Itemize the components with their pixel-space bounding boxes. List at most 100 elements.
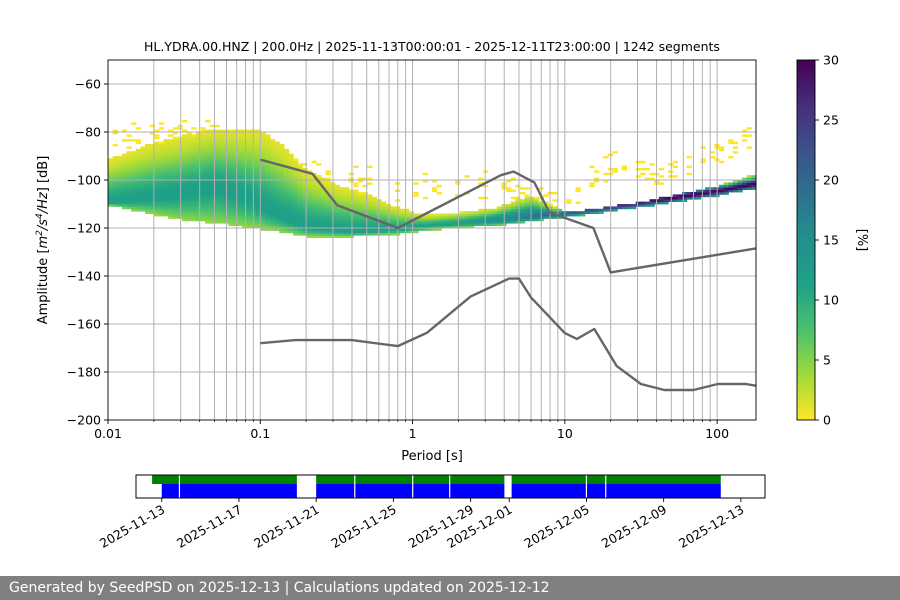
psd-density-cell [256,223,262,226]
psd-density-cell [339,187,345,190]
psd-density-cell [126,194,132,198]
psd-density-cell [205,175,211,178]
psd-density-cell [108,187,114,190]
psd-density-cell [195,208,202,212]
psd-density-cell [270,153,276,157]
psd-density-cell [293,211,299,214]
psd-density-cell [575,211,581,214]
psd-density-cell [205,189,211,193]
psd-density-cell [214,136,220,140]
psd-density-cell [251,134,257,138]
psd-density-cell [529,211,535,214]
psd-density-cell [353,228,359,231]
psd-density-cell [177,177,183,181]
psd-density-cell [399,218,405,222]
psd-density-cell [251,175,257,178]
psd-density-cell [404,211,410,214]
psd-density-cell [126,199,132,202]
y-axis: −60−80−100−120−140−160−180−200 [67,77,108,428]
psd-density-cell [459,220,465,224]
psd-density-cell [154,184,160,188]
psd-density-cell [649,204,655,207]
psd-density-cell [131,177,137,181]
psd-density-cell [131,182,137,186]
psd-density-cell [200,187,206,190]
psd-density-cell [422,196,428,200]
psd-density-cell [307,223,313,226]
psd-density-cell [455,194,461,197]
psd-density-cell [242,168,248,171]
timeline-date-label: 2025-12-13 [676,502,746,551]
psd-density-cell [195,158,202,162]
psd-density-cell [464,175,470,178]
psd-density-cell [246,153,253,157]
psd-density-cell [742,129,748,132]
psd-density-cell [149,163,155,166]
psd-density-cell [728,184,734,188]
psd-density-cell [270,158,276,162]
psd-density-cell [529,208,535,212]
psd-density-cell [237,199,243,202]
psd-density-cell [149,168,155,171]
psd-density-cell [436,218,442,222]
psd-density-cell [228,172,234,176]
psd-density-cell [200,211,206,214]
psd-density-cell [742,184,748,188]
psd-density-cell [126,172,132,176]
psd-density-cell [283,182,290,186]
psd-density-cell [121,156,128,159]
psd-density-cell [108,192,114,195]
psd-density-cell [131,139,137,142]
psd-density-cell [182,170,188,174]
psd-density-cell [135,208,141,212]
psd-density-cell [242,189,248,193]
psd-density-cell [265,168,271,171]
psd-density-cell [228,146,234,150]
psd-density-cell [288,160,294,164]
psd-density-cell [293,187,299,190]
psd-density-cell [344,223,350,226]
psd-density-cell [519,213,526,217]
psd-density-cell [209,146,216,150]
psd-density-cell [288,218,294,222]
psd-density-cell [640,204,646,207]
psd-density-cell [163,153,169,157]
psd-density-cell [172,146,179,150]
psd-density-cell [288,170,294,174]
psd-density-cell [441,218,447,222]
psd-density-cell [478,196,484,200]
psd-density-cell [510,220,516,224]
psd-density-cell [121,172,128,176]
psd-density-cell [302,204,308,207]
psd-density-cell [145,194,151,198]
psd-density-cell [131,172,137,176]
psd-density-cell [339,213,345,217]
psd-density-cell [283,211,290,214]
psd-density-cell [357,177,364,180]
psd-density-cell [135,196,141,200]
psd-density-cell [644,168,651,171]
psd-density-cell [186,172,192,176]
psd-density-layer [108,120,756,238]
psd-density-cell [718,146,725,149]
psd-density-cell [418,220,424,224]
psd-density-cell [348,196,354,200]
psd-density-cell [205,220,211,224]
psd-density-cell [344,228,350,231]
psd-density-cell [524,194,530,197]
psd-density-cell [742,134,748,137]
psd-density-cell [205,129,211,133]
psd-density-cell [357,196,364,200]
psd-density-cell [126,187,132,190]
psd-density-cell [316,163,322,166]
psd-density-cell [473,213,479,217]
psd-density-cell [325,223,331,226]
psd-density-cell [492,223,498,226]
psd-density-cell [237,163,243,166]
psd-density-cell [219,189,225,193]
psd-density-cell [191,165,197,169]
psd-density-cell [316,208,322,212]
psd-density-cell [390,213,396,217]
psd-density-cell [168,153,174,157]
psd-density-cell [186,144,192,147]
